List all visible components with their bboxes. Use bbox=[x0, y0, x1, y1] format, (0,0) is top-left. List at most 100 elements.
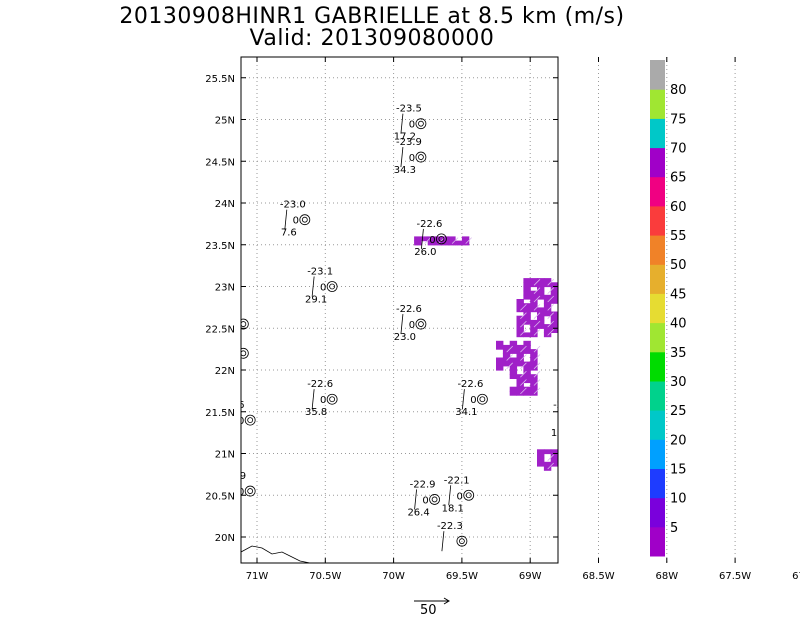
station-circle-inner bbox=[726, 226, 731, 231]
wind-cell bbox=[578, 216, 585, 221]
wind-arrow bbox=[589, 455, 595, 461]
wind-cell bbox=[612, 474, 619, 479]
wind-cell bbox=[509, 386, 518, 392]
wind-cell bbox=[550, 324, 558, 329]
wind-arrow bbox=[698, 304, 704, 310]
wind-cell bbox=[708, 257, 715, 262]
wind-cell bbox=[599, 207, 606, 212]
wind-cell bbox=[626, 320, 633, 325]
wind-cell bbox=[749, 420, 756, 425]
wind-cell bbox=[612, 487, 619, 492]
wind-cell bbox=[550, 461, 558, 467]
colorbar-swatch bbox=[650, 147, 665, 178]
wind-cell bbox=[694, 320, 701, 325]
wind-cell bbox=[701, 499, 708, 504]
wind-cell bbox=[797, 420, 800, 425]
wind-cell bbox=[585, 249, 592, 254]
wind-cell bbox=[592, 241, 599, 246]
wind-arrow bbox=[630, 329, 636, 335]
wind-cell bbox=[599, 220, 606, 225]
wind-arrow bbox=[684, 221, 690, 227]
colorbar-label: 50 bbox=[670, 258, 687, 273]
wind-cell bbox=[783, 441, 790, 446]
colorbar-swatch bbox=[650, 235, 665, 265]
wind-cell bbox=[742, 449, 749, 454]
colorbar-swatch bbox=[650, 89, 665, 119]
wind-cell bbox=[530, 319, 538, 325]
wind-cell bbox=[516, 349, 524, 354]
wind-cell bbox=[448, 236, 456, 242]
colorbar-label: 10 bbox=[670, 492, 687, 507]
wind-cell bbox=[687, 228, 694, 233]
wind-arrow bbox=[739, 480, 745, 486]
wind-cell bbox=[762, 391, 769, 396]
station-temp: -21.8 bbox=[553, 400, 579, 411]
wind-barb bbox=[400, 113, 404, 134]
y-tick-label: 20N bbox=[215, 533, 235, 544]
wind-cell bbox=[605, 249, 612, 254]
wind-cell bbox=[749, 337, 756, 342]
wind-cell bbox=[721, 332, 728, 337]
wind-cell bbox=[605, 245, 612, 250]
wind-arrow bbox=[533, 287, 541, 294]
wind-cell bbox=[640, 241, 647, 246]
wind-arrow bbox=[739, 455, 745, 461]
wind-barb bbox=[311, 276, 315, 297]
x-tick-label: 69.5W bbox=[446, 571, 478, 582]
wind-cell bbox=[537, 319, 545, 325]
wind-cell bbox=[762, 387, 769, 392]
wind-arrow bbox=[766, 346, 772, 352]
wind-cell bbox=[605, 324, 612, 329]
wind-cell bbox=[557, 299, 558, 304]
wind-arrow bbox=[766, 380, 772, 386]
wind-cell bbox=[742, 487, 749, 492]
wind-cell bbox=[694, 512, 701, 517]
wind-arrow bbox=[671, 279, 677, 285]
colorbar-label: 20 bbox=[670, 433, 687, 448]
wind-cell bbox=[640, 508, 647, 513]
wind-cell bbox=[776, 416, 783, 421]
station-circle bbox=[429, 494, 440, 505]
wind-arrow bbox=[575, 204, 581, 210]
wind-cell bbox=[571, 449, 578, 454]
wind-cell bbox=[797, 307, 800, 312]
wind-cell bbox=[571, 299, 578, 304]
wind-cell bbox=[530, 349, 538, 354]
wind-cell bbox=[619, 211, 626, 216]
wind-cell bbox=[599, 495, 606, 500]
wind-cell bbox=[599, 470, 606, 475]
wind-cell bbox=[715, 516, 722, 521]
wind-cell bbox=[715, 236, 722, 241]
wind-cell bbox=[769, 412, 776, 417]
wind-cell bbox=[667, 245, 674, 250]
wind-cell bbox=[715, 299, 722, 304]
wind-cell bbox=[674, 332, 681, 337]
colorbar-label: 70 bbox=[670, 142, 687, 157]
wind-cell bbox=[612, 211, 619, 216]
wind-cell bbox=[626, 241, 633, 246]
colorbar-swatch bbox=[650, 293, 665, 324]
wind-arrow bbox=[698, 254, 704, 260]
wind-cell bbox=[674, 303, 681, 308]
wind-cell bbox=[756, 458, 763, 463]
wind-cell bbox=[667, 508, 674, 513]
wind-cell bbox=[557, 311, 558, 317]
wind-arrow bbox=[753, 446, 759, 452]
reference-vector-label: 50 bbox=[420, 603, 437, 618]
wind-cell bbox=[715, 241, 722, 246]
wind-cell bbox=[701, 207, 708, 212]
wind-arrow bbox=[766, 438, 772, 444]
wind-arrow bbox=[753, 488, 759, 494]
x-tick-label: 70W bbox=[382, 571, 405, 582]
station-mid: 0 bbox=[422, 495, 428, 506]
wind-cell bbox=[530, 303, 538, 308]
wind-cell bbox=[797, 416, 800, 421]
wind-cell bbox=[776, 370, 783, 375]
wind-arrow bbox=[630, 238, 636, 244]
wind-cell bbox=[687, 278, 694, 283]
wind-cell bbox=[619, 320, 626, 325]
station-mid: 0 bbox=[409, 153, 415, 164]
wind-cell bbox=[728, 241, 735, 246]
wind-cell bbox=[735, 299, 742, 304]
